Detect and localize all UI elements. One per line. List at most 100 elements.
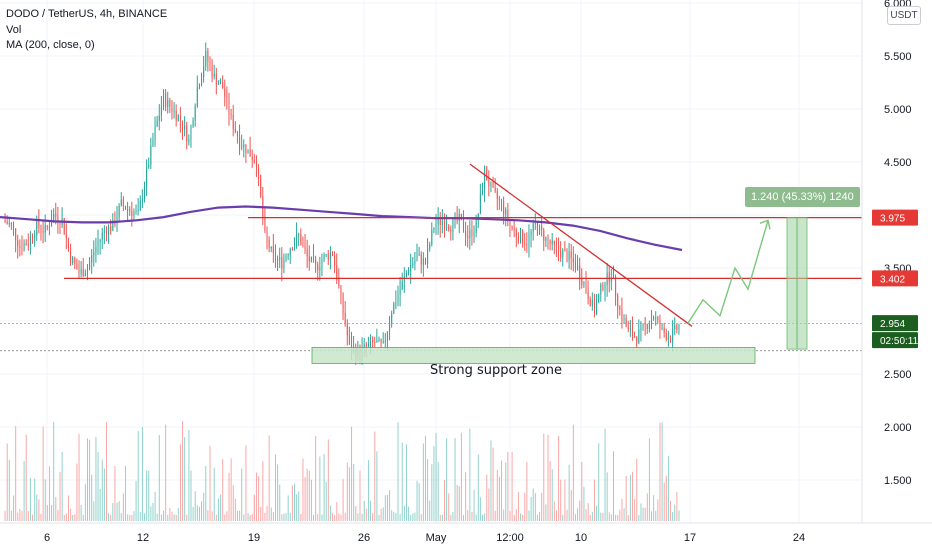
candle-body xyxy=(234,129,236,133)
volume-bar xyxy=(632,472,634,521)
candle-body xyxy=(275,253,276,261)
candle-body xyxy=(266,230,268,240)
candle-body xyxy=(593,298,595,314)
candle-body xyxy=(420,254,422,265)
volume-bar xyxy=(236,510,238,521)
volume-bar xyxy=(380,508,382,521)
volume-bar xyxy=(372,513,374,521)
volume-bar xyxy=(6,443,8,521)
volume-bar xyxy=(384,495,386,521)
time-tick-label: 12:00 xyxy=(496,532,524,544)
volume-bar xyxy=(549,460,551,521)
volume-bar xyxy=(91,474,93,521)
volume-bar xyxy=(532,488,534,521)
volume-bar xyxy=(401,442,403,521)
candle-body xyxy=(160,106,162,116)
volume-bar xyxy=(541,492,543,521)
candle-body xyxy=(327,253,329,260)
volume-bar xyxy=(655,510,657,521)
volume-bar xyxy=(167,514,169,521)
candle-body xyxy=(608,272,610,282)
volume-bar xyxy=(667,455,669,521)
candle-body xyxy=(19,246,21,248)
candle-body xyxy=(298,234,300,236)
volume-bar xyxy=(435,433,437,521)
volume-bar xyxy=(283,513,285,521)
candle-body xyxy=(27,244,29,246)
candle-body xyxy=(131,210,133,216)
candle-body xyxy=(513,228,515,230)
candle-body xyxy=(433,227,435,231)
candle-body xyxy=(579,265,581,279)
candle-body xyxy=(258,167,260,175)
volume-bar xyxy=(249,514,251,521)
candle-body xyxy=(207,51,209,62)
volume-bar xyxy=(568,464,570,521)
volume-bar xyxy=(640,503,642,521)
volume-bar xyxy=(19,509,21,521)
candle-body xyxy=(163,93,165,107)
candle-body xyxy=(260,174,262,197)
candle-body xyxy=(604,285,606,290)
volume-bar xyxy=(397,422,399,521)
volume-bar xyxy=(553,501,555,521)
volume-bar xyxy=(106,421,107,521)
volume-bar xyxy=(361,513,363,521)
candle-body xyxy=(236,132,238,138)
candle-body xyxy=(146,167,148,187)
candle-body xyxy=(279,257,281,260)
volume-indicator-label[interactable]: Vol xyxy=(6,24,22,36)
candle-body xyxy=(494,187,496,192)
price-tick-label: 2.500 xyxy=(884,369,912,381)
candle-body xyxy=(338,279,340,286)
volume-bar xyxy=(433,446,435,521)
volume-bar xyxy=(108,513,110,521)
volume-bar xyxy=(479,497,481,521)
candle-body xyxy=(95,246,97,253)
candle-body xyxy=(29,236,31,245)
candle-body xyxy=(393,303,395,314)
candle-body xyxy=(667,337,669,340)
candle-body xyxy=(42,231,44,233)
volume-bar xyxy=(194,491,196,521)
volume-bar xyxy=(190,470,192,521)
volume-bar xyxy=(118,501,120,521)
volume-bar xyxy=(55,497,57,521)
candle-body xyxy=(541,226,543,231)
candle-body xyxy=(610,278,612,282)
volume-bar xyxy=(344,512,346,521)
candle-body xyxy=(291,248,293,250)
candle-body xyxy=(399,289,401,295)
candle-body xyxy=(44,225,46,233)
volume-bar xyxy=(203,492,205,521)
currency-badge[interactable]: USDT xyxy=(887,6,921,25)
candle-body xyxy=(222,82,224,89)
volume-bar xyxy=(198,506,200,521)
volume-bar xyxy=(606,472,608,521)
candle-body xyxy=(570,251,572,259)
price-tick-label: 5.500 xyxy=(884,51,912,63)
candle-body xyxy=(591,298,593,307)
candle-body xyxy=(139,200,141,211)
volume-bar xyxy=(600,512,602,521)
candle-body xyxy=(209,61,211,66)
volume-bar xyxy=(72,515,74,521)
volume-bar xyxy=(150,506,152,521)
time-axis-ticks: 6 12 19 26 May 12:00 10 17 24 xyxy=(44,532,805,544)
candle-body xyxy=(25,243,27,245)
candle-body xyxy=(277,259,279,261)
candle-body xyxy=(577,265,579,270)
volume-bar xyxy=(287,495,289,521)
ma-indicator-label[interactable]: MA (200, close, 0) xyxy=(6,39,95,51)
volume-bar xyxy=(507,451,509,521)
volume-bar xyxy=(48,466,50,521)
volume-bar xyxy=(245,445,247,521)
volume-bar xyxy=(581,461,583,521)
volume-bar xyxy=(165,424,167,521)
candle-body xyxy=(625,318,627,327)
candle-body xyxy=(524,243,526,245)
volume-bar xyxy=(13,495,15,521)
symbol-title[interactable]: DODO / TetherUS, 4h, BINANCE xyxy=(6,8,168,20)
candle-body xyxy=(217,83,219,85)
